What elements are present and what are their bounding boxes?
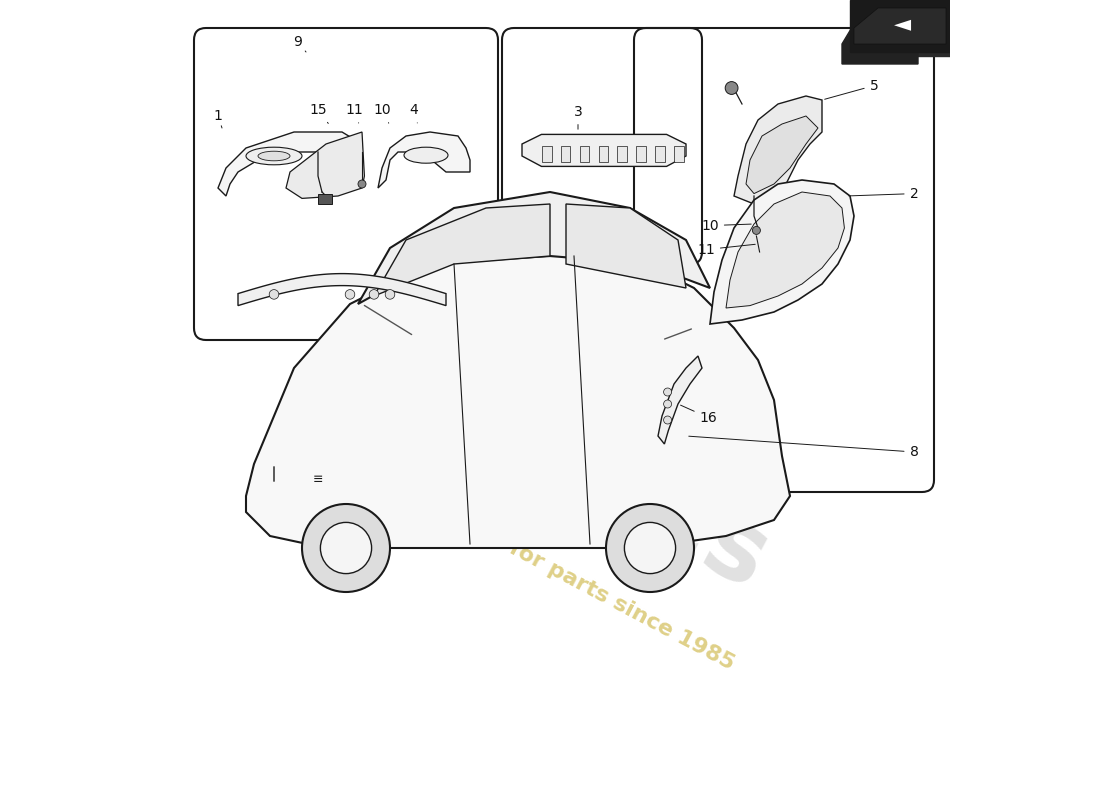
Text: 8: 8 xyxy=(689,436,918,459)
Bar xyxy=(561,146,571,162)
Circle shape xyxy=(345,290,355,299)
Polygon shape xyxy=(746,116,818,194)
Polygon shape xyxy=(726,192,845,308)
Ellipse shape xyxy=(258,151,290,161)
Circle shape xyxy=(302,504,390,592)
Bar xyxy=(617,146,627,162)
Polygon shape xyxy=(218,132,362,196)
Circle shape xyxy=(752,226,760,234)
Text: a passion for parts since 1985: a passion for parts since 1985 xyxy=(394,478,738,674)
Polygon shape xyxy=(378,132,470,188)
Text: 11: 11 xyxy=(345,103,363,123)
Bar xyxy=(542,146,551,162)
Text: 5: 5 xyxy=(825,78,879,99)
Polygon shape xyxy=(358,192,710,304)
Text: 16: 16 xyxy=(681,405,717,425)
Text: 10: 10 xyxy=(373,103,390,123)
Circle shape xyxy=(385,290,395,299)
Bar xyxy=(674,146,683,162)
Ellipse shape xyxy=(404,147,448,163)
Bar xyxy=(580,146,590,162)
Polygon shape xyxy=(286,132,364,198)
Text: 9: 9 xyxy=(294,34,306,52)
Polygon shape xyxy=(374,204,550,296)
Polygon shape xyxy=(842,24,918,64)
Polygon shape xyxy=(658,356,702,444)
Text: 4spares: 4spares xyxy=(346,317,785,611)
Polygon shape xyxy=(850,0,950,52)
Text: 3: 3 xyxy=(573,105,582,130)
Circle shape xyxy=(606,504,694,592)
Text: 2: 2 xyxy=(849,186,918,201)
Text: 11: 11 xyxy=(697,242,756,257)
Circle shape xyxy=(270,290,278,299)
Polygon shape xyxy=(854,24,950,56)
Bar xyxy=(598,146,608,162)
Circle shape xyxy=(370,290,378,299)
Text: 15: 15 xyxy=(309,103,328,123)
Bar xyxy=(636,146,646,162)
Text: ◄: ◄ xyxy=(893,14,911,34)
Polygon shape xyxy=(238,274,446,306)
Text: 4: 4 xyxy=(409,103,418,123)
Circle shape xyxy=(663,416,672,424)
Circle shape xyxy=(625,522,675,574)
Circle shape xyxy=(663,400,672,408)
Circle shape xyxy=(358,180,366,188)
Ellipse shape xyxy=(246,147,302,165)
Bar xyxy=(656,146,664,162)
Text: 1: 1 xyxy=(213,109,222,128)
Polygon shape xyxy=(710,180,854,324)
Circle shape xyxy=(725,82,738,94)
Circle shape xyxy=(320,522,372,574)
Polygon shape xyxy=(246,256,790,548)
Circle shape xyxy=(663,388,672,396)
Text: ≡: ≡ xyxy=(312,474,323,486)
Polygon shape xyxy=(734,96,822,204)
Text: 10: 10 xyxy=(701,218,751,233)
Polygon shape xyxy=(566,204,686,288)
Polygon shape xyxy=(854,8,946,44)
Bar xyxy=(318,194,332,204)
Polygon shape xyxy=(522,134,686,166)
